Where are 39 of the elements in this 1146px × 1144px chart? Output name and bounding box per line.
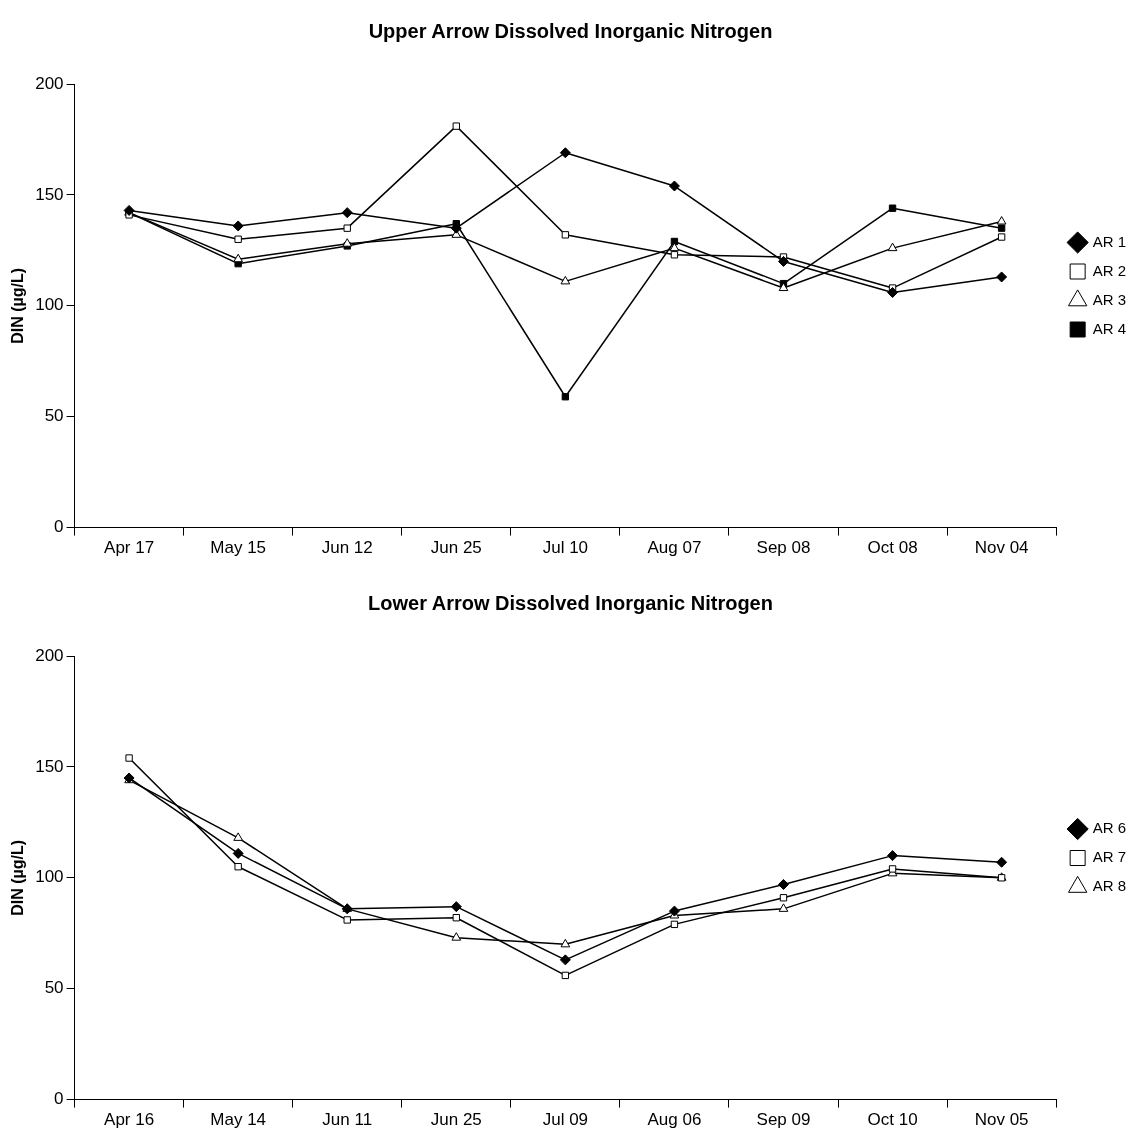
y-tick-label: 0 [54,517,64,537]
legend-label: AR 7 [1092,848,1127,866]
y-tick-label: 150 [35,756,64,776]
x-tick-label: Oct 08 [867,538,918,558]
legend-label: AR 1 [1092,232,1127,250]
x-tick-label: May 15 [210,538,267,558]
y-tick-label: 150 [35,184,64,204]
x-tick-label: Aug 07 [647,538,702,558]
x-tick-label: Jun 12 [321,538,373,558]
x-tick-label: Sep 08 [756,538,811,558]
y-tick-label: 200 [35,645,64,665]
x-tick-label: Nov 04 [974,538,1029,558]
legend-label: AR 6 [1092,819,1127,837]
chart-title: Upper Arrow Dissolved Inorganic Nitrogen [368,19,773,42]
y-tick-label: 200 [35,73,64,93]
y-tick-label: 0 [54,1089,64,1109]
y-axis-title: DIN (µg/L) [9,839,27,916]
x-tick-label: Apr 16 [104,1110,155,1130]
y-axis-title: DIN (µg/L) [9,267,27,344]
legend-label: AR 4 [1092,319,1127,337]
y-tick-label: 100 [35,295,64,315]
y-tick-label: 50 [44,406,64,426]
x-tick-label: Apr 17 [104,538,155,558]
legend-label: AR 3 [1092,290,1127,308]
x-tick-label: Jun 11 [322,1110,373,1130]
y-tick-label: 50 [44,978,64,998]
legend-label: AR 8 [1092,877,1127,895]
x-tick-label: Aug 06 [647,1110,702,1130]
x-tick-label: Sep 09 [756,1110,811,1130]
x-tick-label: Jul 10 [542,538,589,558]
x-tick-label: Oct 10 [867,1110,918,1130]
legend-label: AR 2 [1092,261,1127,279]
x-tick-label: Nov 05 [974,1110,1029,1130]
y-tick-label: 100 [35,867,64,887]
chart-title: Lower Arrow Dissolved Inorganic Nitrogen [368,591,773,614]
x-tick-label: Jul 09 [542,1110,589,1130]
x-tick-label: Jun 25 [430,538,482,558]
x-tick-label: Jun 25 [430,1110,482,1130]
x-tick-label: May 14 [210,1110,267,1130]
